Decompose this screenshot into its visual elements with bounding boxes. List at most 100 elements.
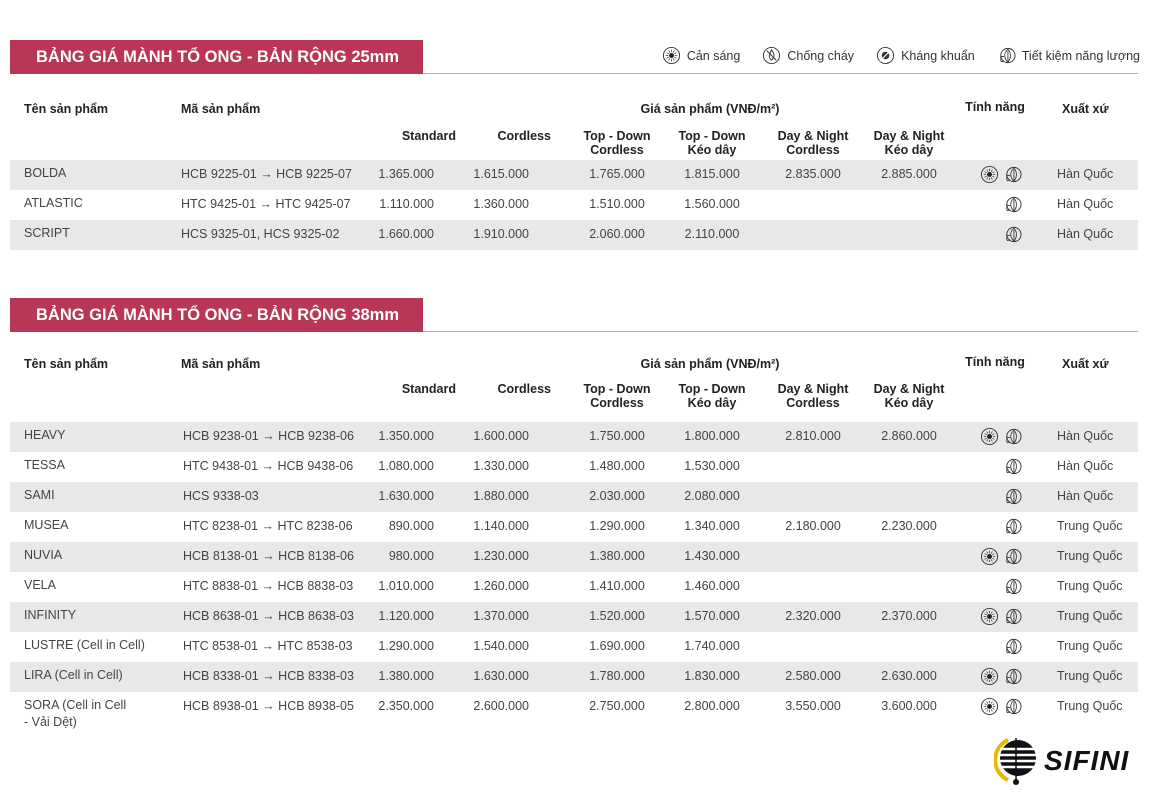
product-name: ATLASTIC bbox=[24, 196, 83, 210]
header-col: Day & Night Cordless bbox=[777, 382, 849, 410]
price-cell: 1.230.000 bbox=[473, 549, 529, 563]
table-row: INFINITY HCB 8638-01 → HCB 8638-03 1.120.0… bbox=[10, 602, 1138, 632]
sifini-logo: SIFINI bbox=[994, 736, 1129, 786]
legend-label: Tiết kiệm năng lượng bbox=[1021, 48, 1140, 63]
header-col: Day & Night Cordless bbox=[777, 129, 849, 157]
product-code: HCB 8938-01 → HCB 8938-05 bbox=[183, 699, 354, 713]
price-cell: 1.765.000 bbox=[589, 167, 645, 181]
table-row: LUSTRE (Cell in Cell) HTC 8538-01 → HTC 8… bbox=[10, 632, 1138, 662]
price-cell: 1.460.000 bbox=[684, 579, 740, 593]
header-col: Day & Night Kéo dây bbox=[873, 382, 945, 410]
price-cell: 1.740.000 bbox=[684, 639, 740, 653]
product-code: HCB 9238-01 → HCB 9238-06 bbox=[183, 429, 354, 443]
price-cell: 1.410.000 bbox=[589, 579, 645, 593]
sun-icon bbox=[980, 547, 999, 566]
price-cell: 1.690.000 bbox=[589, 639, 645, 653]
price-cell: 1.540.000 bbox=[473, 639, 529, 653]
fire-off-icon bbox=[762, 46, 781, 65]
product-name: MUSEA bbox=[24, 518, 69, 532]
globe-logo-icon bbox=[994, 738, 1036, 785]
leaf-plug-icon bbox=[997, 46, 1016, 65]
sun-icon bbox=[980, 427, 999, 446]
price-cell: 1.880.000 bbox=[473, 489, 529, 503]
product-code: HCS 9338-03 bbox=[183, 489, 259, 503]
header-code: Mã sản phẩm bbox=[181, 357, 261, 371]
price-cell: 2.320.000 bbox=[785, 609, 841, 623]
table-row: ATLASTIC HTC 9425-01 → HTC 9425-07 1.110.0… bbox=[10, 190, 1138, 220]
legend-item: Chống cháy bbox=[762, 46, 854, 65]
legend-item: Tiết kiệm năng lượng bbox=[997, 46, 1140, 65]
header-col: Top - Down Kéo dây bbox=[678, 382, 746, 410]
features bbox=[1003, 517, 1022, 536]
header-col: Standard bbox=[401, 129, 456, 143]
product-code: HTC 9425-01 → HTC 9425-07 bbox=[181, 197, 351, 211]
price-cell: 1.750.000 bbox=[589, 429, 645, 443]
leaf-plug-icon bbox=[1003, 457, 1022, 476]
origin: Hàn Quốc bbox=[1057, 429, 1114, 443]
features bbox=[980, 697, 1022, 716]
feature-legend: Cản sáng Chống cháy Kháng khuẩn Tiết kiệm n… bbox=[662, 46, 1140, 65]
price-cell: 1.330.000 bbox=[473, 459, 529, 473]
origin: Trung Quốc bbox=[1057, 519, 1123, 533]
leaf-plug-icon bbox=[1003, 697, 1022, 716]
product-code: HTC 8538-01 → HTC 8538-03 bbox=[183, 639, 353, 653]
header-code: Mã sản phẩm bbox=[181, 102, 261, 116]
table-row: TESSA HTC 9438-01 → HCB 9438-06 1.080.000 1… bbox=[10, 452, 1138, 482]
logo-text: SIFINI bbox=[1044, 745, 1130, 776]
product-name: VELA bbox=[24, 578, 56, 592]
product-code: HCB 9225-01 → HCB 9225-07 bbox=[181, 167, 352, 181]
sun-icon bbox=[980, 667, 999, 686]
table-row: SORA (Cell in Cell - Vải Dệt) HCB 8938-01… bbox=[10, 692, 1138, 736]
table-row: NUVIA HCB 8138-01 → HCB 8138-06 980.000 1.2… bbox=[10, 542, 1138, 572]
price-cell: 1.430.000 bbox=[684, 549, 740, 563]
product-name: LIRA (Cell in Cell) bbox=[24, 668, 123, 682]
product-code: HTC 9438-01 → HCB 9438-06 bbox=[183, 459, 354, 473]
features bbox=[980, 547, 1022, 566]
price-cell: 1.615.000 bbox=[473, 167, 529, 181]
price-cell: 1.480.000 bbox=[589, 459, 645, 473]
price-cell: 3.600.000 bbox=[881, 699, 937, 713]
leaf-plug-icon bbox=[1003, 487, 1022, 506]
product-code: HCB 8138-01 → HCB 8138-06 bbox=[183, 549, 354, 563]
leaf-plug-icon bbox=[1003, 225, 1022, 244]
price-cell: 1.780.000 bbox=[589, 669, 645, 683]
header-col: Top - Down Cordless bbox=[583, 382, 651, 410]
features bbox=[980, 427, 1022, 446]
origin: Trung Quốc bbox=[1057, 639, 1123, 653]
features bbox=[980, 165, 1022, 184]
price-cell: 2.370.000 bbox=[881, 609, 937, 623]
product-code: HCS 9325-01, HCS 9325-02 bbox=[181, 227, 340, 241]
price-cell: 1.350.000 bbox=[378, 429, 434, 443]
price-cell: 1.080.000 bbox=[378, 459, 434, 473]
origin: Hàn Quốc bbox=[1057, 459, 1114, 473]
price-cell: 1.380.000 bbox=[378, 669, 434, 683]
header-price: Giá sản phẩm (VNĐ/m²) bbox=[640, 102, 780, 116]
product-name: LUSTRE (Cell in Cell) bbox=[24, 638, 145, 652]
price-cell: 1.800.000 bbox=[684, 429, 740, 443]
table-row: LIRA (Cell in Cell) HCB 8338-01 → HCB 833… bbox=[10, 662, 1138, 692]
price-cell: 1.830.000 bbox=[684, 669, 740, 683]
product-name: NUVIA bbox=[24, 548, 63, 562]
legend-label: Chống cháy bbox=[787, 48, 855, 63]
price-cell: 2.600.000 bbox=[473, 699, 529, 713]
leaf-plug-icon bbox=[1003, 427, 1022, 446]
price-cell: 1.260.000 bbox=[473, 579, 529, 593]
product-name: TESSA bbox=[24, 458, 65, 472]
origin: Trung Quốc bbox=[1057, 699, 1123, 713]
divider bbox=[423, 73, 1138, 74]
header-col: Top - Down Kéo dây bbox=[678, 129, 746, 157]
legend-label: Cản sáng bbox=[686, 48, 741, 63]
leaf-plug-icon bbox=[1003, 165, 1022, 184]
price-cell: 1.570.000 bbox=[684, 609, 740, 623]
product-name: SORA (Cell in Cell - Vải Dệt) bbox=[24, 698, 127, 729]
sun-icon bbox=[980, 697, 999, 716]
price-cell: 2.580.000 bbox=[785, 669, 841, 683]
table-row: SAMI HCS 9338-03 1.630.000 1.880.000 2.030.0… bbox=[10, 482, 1138, 512]
price-cell: 2.860.000 bbox=[881, 429, 937, 443]
product-name: SAMI bbox=[24, 488, 55, 502]
origin: Trung Quốc bbox=[1057, 549, 1123, 563]
price-cell: 1.360.000 bbox=[473, 197, 529, 211]
features bbox=[980, 667, 1022, 686]
price-cell: 2.350.000 bbox=[378, 699, 434, 713]
price-cell: 1.110.000 bbox=[379, 197, 434, 211]
